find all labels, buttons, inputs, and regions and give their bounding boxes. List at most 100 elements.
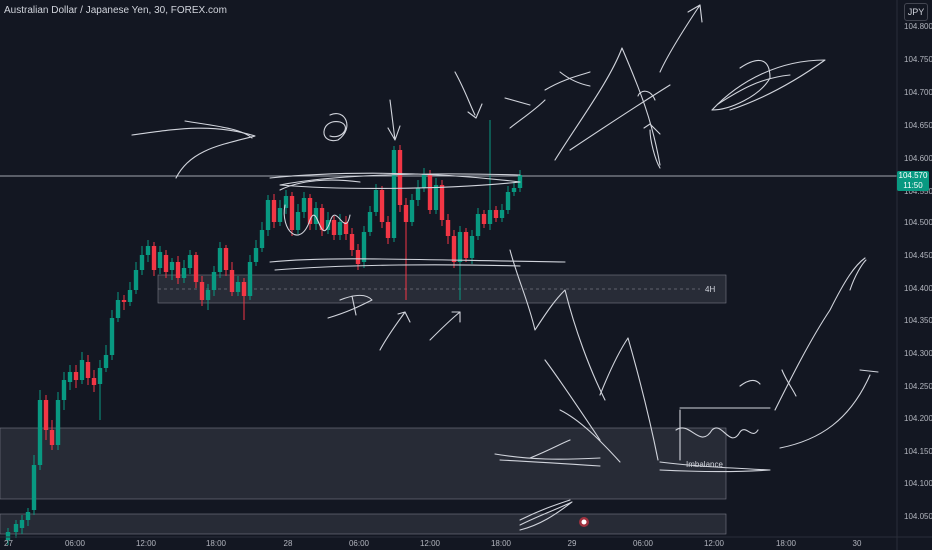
hand-drawing-stroke[interactable] (717, 74, 791, 105)
candle-body (271, 200, 277, 222)
hand-drawing-stroke[interactable] (504, 97, 546, 129)
hand-drawing-stroke[interactable] (739, 369, 797, 397)
candle-body (493, 210, 499, 218)
candle-body (451, 236, 457, 262)
zone-bottom[interactable] (0, 513, 727, 535)
currency-badge[interactable]: JPY (904, 3, 928, 21)
hand-drawing-stroke[interactable] (454, 71, 483, 119)
hand-drawing-stroke[interactable] (499, 459, 601, 467)
hand-drawing-stroke[interactable] (544, 359, 601, 441)
hand-drawing-stroke[interactable] (659, 4, 703, 73)
hand-drawing-stroke[interactable] (509, 249, 606, 401)
candle-body (397, 150, 403, 205)
candle-body (43, 400, 49, 430)
hand-drawing-stroke[interactable] (327, 294, 373, 319)
candle-body (157, 252, 163, 268)
hand-drawing-stroke[interactable] (279, 179, 361, 191)
price-tick: 104.150 (904, 447, 932, 456)
hand-drawing-stroke[interactable] (779, 369, 879, 449)
candle-body (475, 214, 481, 236)
hand-drawing-stroke[interactable] (711, 59, 826, 111)
candle-body (145, 246, 151, 255)
hand-drawing-stroke[interactable] (599, 337, 659, 461)
price-tick: 104.400 (904, 284, 932, 293)
hand-drawing-stroke[interactable] (675, 407, 771, 461)
time-tick: 18:00 (776, 539, 797, 548)
candle-body (163, 255, 169, 272)
candle-body (325, 220, 331, 230)
hand-drawing-stroke[interactable] (323, 113, 348, 142)
price-tick: 104.800 (904, 22, 932, 31)
symbol-title[interactable]: Australian Dollar / Japanese Yen, 30, FO… (4, 5, 227, 16)
price-tick: 104.650 (904, 121, 932, 130)
time-tick: 12:00 (704, 539, 725, 548)
candle-body (217, 248, 223, 272)
hand-drawing-stroke[interactable] (274, 264, 521, 271)
candle-body (439, 185, 445, 220)
candle-body (115, 300, 121, 318)
hand-drawing-stroke[interactable] (379, 311, 411, 351)
hand-drawing-stroke[interactable] (544, 71, 591, 91)
hand-drawings (131, 4, 879, 531)
candle-body (277, 208, 283, 222)
hand-drawing-stroke[interactable] (559, 409, 621, 463)
time-tick: 18:00 (206, 539, 227, 548)
candle-body (37, 400, 43, 465)
hand-drawing-stroke[interactable] (184, 120, 253, 139)
price-tick: 104.300 (904, 349, 932, 358)
candle-body (19, 520, 25, 528)
hand-drawing-stroke[interactable] (659, 461, 771, 473)
hand-drawing-stroke[interactable] (131, 127, 256, 179)
candle-body (223, 248, 229, 270)
candle-body (31, 465, 37, 510)
alert-icon[interactable] (579, 517, 589, 527)
candle-body (373, 190, 379, 212)
hand-drawing-stroke[interactable] (643, 123, 661, 169)
candle-body (139, 255, 145, 270)
hand-drawing-stroke[interactable] (429, 311, 461, 341)
candle-body (319, 208, 325, 230)
candle-body (445, 220, 451, 236)
candle-body (403, 205, 409, 222)
candle-body (187, 255, 193, 268)
hand-drawing-stroke[interactable] (283, 204, 351, 236)
hand-drawing-stroke[interactable] (849, 259, 867, 291)
candle-body (391, 150, 397, 238)
candle-body (289, 196, 295, 230)
candle-body (175, 262, 181, 278)
price-tick: 104.600 (904, 154, 932, 163)
hand-drawing-stroke[interactable] (569, 84, 671, 151)
hand-drawing-stroke[interactable] (519, 499, 571, 521)
candle-body (241, 282, 247, 296)
candle-body (235, 282, 241, 292)
hand-drawing-stroke[interactable] (711, 60, 771, 111)
time-axis[interactable]: 27 06:00 12:00 18:00 28 06:00 12:00 18:00 29 06:0… (4, 539, 862, 548)
price-axis[interactable]: 104.800 104.750 104.700 104.650 104.600 104.5… (904, 22, 932, 521)
time-tick: 12:00 (420, 539, 441, 548)
candle-body (85, 362, 91, 378)
zone-demand[interactable] (0, 427, 727, 500)
time-tick: 28 (284, 539, 293, 548)
hand-drawing-stroke[interactable] (519, 501, 573, 531)
candle-body (91, 378, 97, 385)
price-tick: 104.550 (904, 187, 932, 196)
zone-4h-label: 4H (705, 285, 715, 294)
candle-body (127, 290, 133, 302)
hand-drawing-stroke[interactable] (387, 99, 401, 141)
hand-drawing-stroke[interactable] (494, 439, 601, 460)
candle-body (61, 380, 67, 400)
candle-body (343, 222, 349, 234)
hand-drawing-stroke[interactable] (554, 47, 661, 166)
candle-body (307, 198, 313, 224)
hand-drawing-stroke[interactable] (269, 172, 521, 189)
candle-body (301, 198, 307, 212)
hand-drawing-stroke[interactable] (637, 90, 656, 101)
hand-drawing-stroke[interactable] (774, 257, 866, 411)
candle-body (247, 262, 253, 296)
hand-drawing-stroke[interactable] (269, 258, 566, 263)
candle-body (379, 190, 385, 222)
time-tick: 06:00 (633, 539, 654, 548)
candle-body (367, 212, 373, 232)
imbalance-label: Imbalance (686, 460, 723, 469)
